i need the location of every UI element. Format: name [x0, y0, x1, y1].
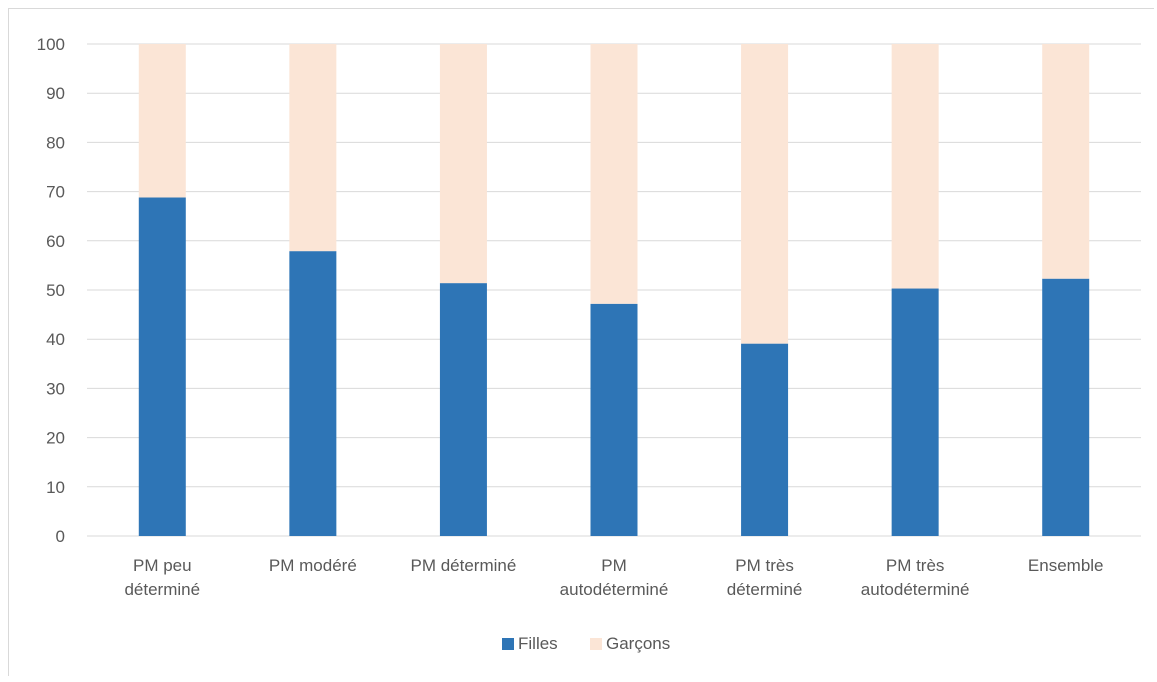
bar-filles-1: [289, 251, 337, 536]
y-tick-label: 100: [37, 35, 65, 54]
bar-gar-ons-5: [891, 44, 939, 289]
y-axis-tick-labels: 0 10 20 30 40 50 60 70 80 90 100: [37, 35, 65, 546]
y-tick-label: 70: [46, 183, 65, 202]
y-tick-label: 80: [46, 133, 65, 152]
legend-label: Garçons: [606, 634, 670, 653]
bar-filles-0: [138, 197, 186, 536]
bars: [138, 44, 1090, 536]
y-tick-label: 30: [46, 379, 65, 398]
chart-frame: 0 10 20 30 40 50 60 70 80 90 100 PM peu déterminé PM…: [8, 8, 1154, 676]
legend-label: Filles: [518, 634, 558, 653]
x-tick-label: autodéterminé: [861, 580, 970, 599]
bar-filles-5: [891, 288, 939, 536]
bar-gar-ons-4: [741, 44, 789, 344]
bar-gar-ons-0: [138, 44, 186, 198]
x-tick-label: PM modéré: [269, 556, 357, 575]
bar-filles-2: [439, 283, 487, 536]
y-tick-label: 50: [46, 281, 65, 300]
bar-filles-6: [1042, 278, 1090, 536]
bar-gar-ons-2: [439, 44, 487, 284]
legend-swatch: [502, 638, 514, 650]
y-tick-label: 90: [46, 84, 65, 103]
x-tick-label: autodéterminé: [560, 580, 669, 599]
x-tick-label: PM déterminé: [411, 556, 517, 575]
x-tick-label: PM très: [886, 556, 945, 575]
y-tick-label: 60: [46, 232, 65, 251]
bar-gar-ons-1: [289, 44, 337, 252]
legend-swatch: [590, 638, 602, 650]
y-tick-label: 40: [46, 330, 65, 349]
y-tick-label: 20: [46, 429, 65, 448]
x-tick-label: déterminé: [124, 580, 200, 599]
x-tick-label: Ensemble: [1028, 556, 1104, 575]
bar-gar-ons-3: [590, 44, 638, 304]
x-tick-label: PM très: [735, 556, 794, 575]
legend: Filles Garçons: [502, 634, 670, 653]
y-tick-label: 10: [46, 478, 65, 497]
x-tick-label: déterminé: [727, 580, 803, 599]
bar-filles-3: [590, 303, 638, 536]
y-tick-label: 0: [56, 527, 65, 546]
bar-filles-4: [741, 343, 789, 536]
x-axis-category-labels: PM peu déterminé PM modéré PM déterminé PM au…: [124, 556, 1103, 599]
bar-gar-ons-6: [1042, 44, 1090, 279]
x-tick-label: PM peu: [133, 556, 192, 575]
x-tick-label: PM: [601, 556, 627, 575]
